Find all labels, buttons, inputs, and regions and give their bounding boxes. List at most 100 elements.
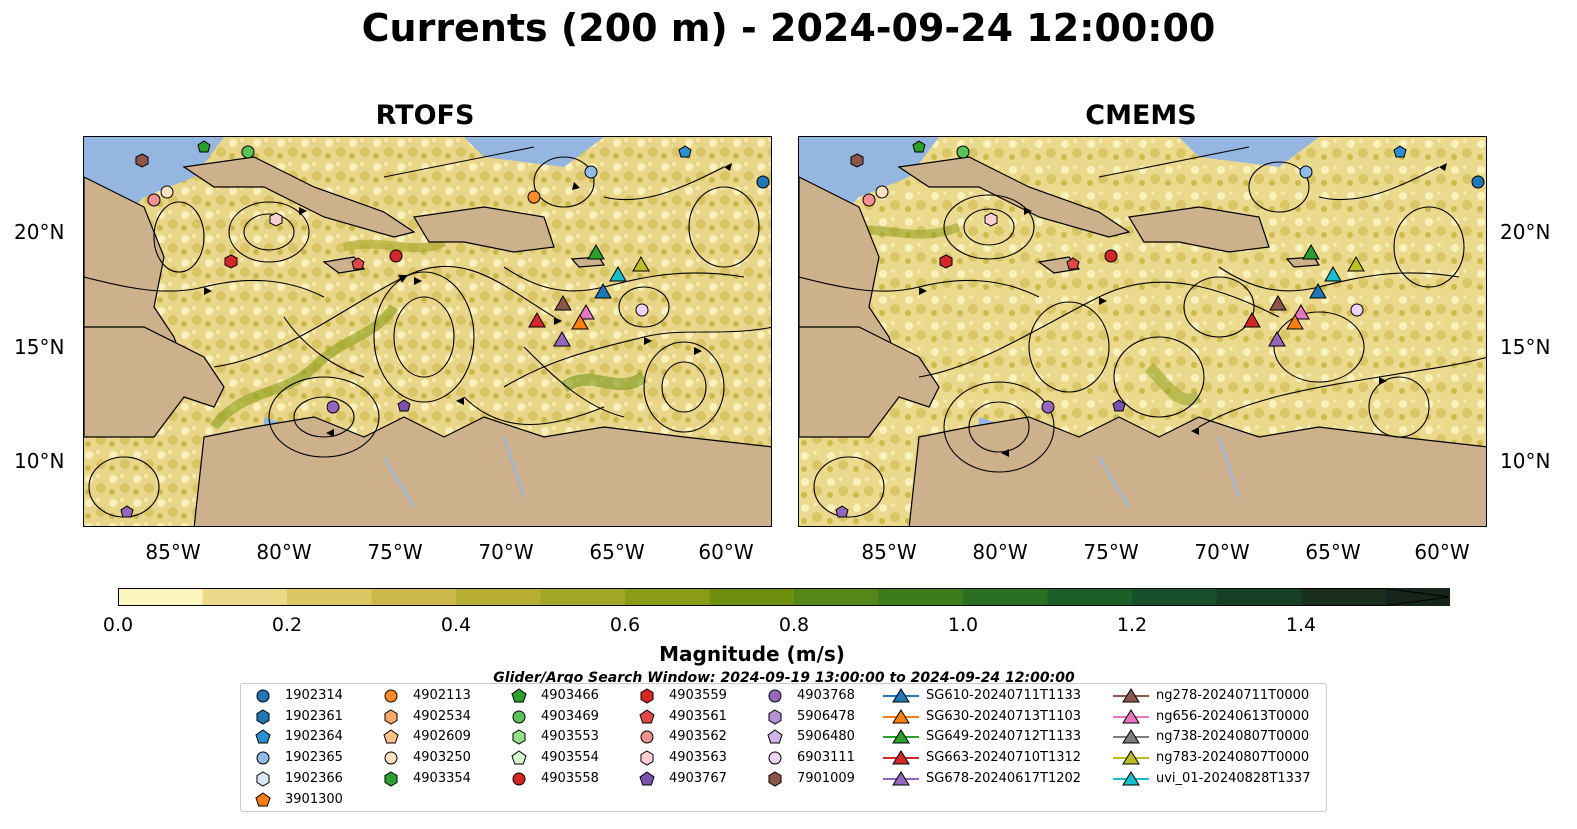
- marker-4903559[interactable]: [939, 254, 953, 269]
- rtofs-map[interactable]: [83, 136, 772, 527]
- circle-marker-icon: [640, 730, 654, 744]
- colorbar-segment: [202, 588, 288, 606]
- current-band: [342, 237, 447, 253]
- marker-SG663[interactable]: [1243, 311, 1261, 328]
- marker-4903469[interactable]: [956, 145, 970, 159]
- legend-label: 4903767: [669, 770, 727, 786]
- legend-label: 1902361: [285, 708, 343, 724]
- legend-label: 4903558: [541, 770, 599, 786]
- lat-label-right: 15°N: [1500, 335, 1551, 359]
- colorbar-segment: [963, 588, 1048, 606]
- marker-4903469[interactable]: [241, 145, 255, 159]
- circle-marker-icon: [512, 710, 526, 724]
- marker-1902364[interactable]: [678, 145, 692, 158]
- marker-SG649[interactable]: [1302, 243, 1320, 260]
- lon-label: 65°W: [1305, 540, 1361, 564]
- marker-4903250[interactable]: [160, 185, 174, 199]
- pentagon-marker-icon: [255, 729, 271, 744]
- legend-label: 4903561: [669, 708, 727, 724]
- marker-4903563[interactable]: [984, 212, 998, 227]
- cmems-map-canvas: [799, 137, 1486, 526]
- river: [383, 436, 525, 508]
- panel-title-rtofs: RTOFS: [375, 100, 475, 131]
- marker-ng278[interactable]: [554, 294, 572, 311]
- marker-7901009[interactable]: [135, 153, 149, 168]
- triangle-marker-icon: [883, 708, 919, 724]
- marker-SG678[interactable]: [553, 330, 571, 347]
- marker-SG649[interactable]: [587, 243, 605, 260]
- circle-marker-icon: [256, 689, 270, 703]
- pentagon-marker-icon: [639, 771, 655, 786]
- marker-ng783[interactable]: [632, 255, 650, 272]
- marker-uvi01[interactable]: [609, 265, 627, 282]
- rtofs-markers: [120, 140, 770, 518]
- marker-SG630[interactable]: [1286, 313, 1304, 330]
- lon-label: 70°W: [1194, 540, 1250, 564]
- marker-SG678[interactable]: [1268, 330, 1286, 347]
- marker-4903561[interactable]: [1066, 257, 1080, 270]
- marker-SG630[interactable]: [571, 313, 589, 330]
- marker-4903768[interactable]: [326, 400, 340, 414]
- legend-label: ng783-20240807T0000: [1156, 750, 1310, 766]
- marker-4903558[interactable]: [389, 249, 403, 263]
- colorbar-segment: [456, 588, 541, 606]
- legend-label: 4903250: [413, 750, 471, 766]
- colorbar-tick: 1.4: [1285, 614, 1317, 636]
- marker-4903562[interactable]: [862, 193, 876, 207]
- marker-uvi01[interactable]: [1324, 265, 1342, 282]
- legend-label: 4903553: [541, 729, 599, 745]
- shallow-water: [1179, 137, 1319, 167]
- marker-ng783[interactable]: [1347, 255, 1365, 272]
- marker-6903111[interactable]: [635, 303, 649, 317]
- marker-5906478[interactable]: [120, 505, 134, 518]
- marker-4903250[interactable]: [875, 185, 889, 199]
- marker-4903559[interactable]: [224, 254, 238, 269]
- lat-label-left: 20°N: [14, 220, 65, 244]
- marker-6903111[interactable]: [1350, 303, 1364, 317]
- marker-4903767[interactable]: [397, 399, 411, 412]
- central-america-land: [84, 326, 225, 438]
- streamlines: [799, 146, 1486, 518]
- marker-4903466[interactable]: [912, 140, 926, 153]
- marker-1902314[interactable]: [1471, 175, 1485, 189]
- legend-label: 1902365: [285, 750, 343, 766]
- marker-1902365[interactable]: [1299, 165, 1313, 179]
- pentagon-marker-icon: [767, 729, 783, 744]
- marker-ng656[interactable]: [1292, 303, 1310, 320]
- marker-4903768[interactable]: [1041, 400, 1055, 414]
- marker-4903767[interactable]: [1112, 399, 1126, 412]
- marker-SG610[interactable]: [594, 282, 612, 299]
- cmems-map[interactable]: [798, 136, 1487, 527]
- legend-label: SG630-20240713T1103: [926, 708, 1082, 724]
- marker-4902113[interactable]: [527, 190, 541, 204]
- triangle-marker-icon: [883, 770, 919, 786]
- streamlines: [84, 146, 771, 518]
- triangle-marker-icon: [883, 688, 919, 703]
- marker-1902364[interactable]: [1393, 145, 1407, 158]
- marker-SG610[interactable]: [1309, 282, 1327, 299]
- legend-label: 4903466: [541, 688, 599, 703]
- marker-ng278[interactable]: [1269, 294, 1287, 311]
- marker-4903561[interactable]: [351, 257, 365, 270]
- streamline-arrows: [204, 163, 732, 437]
- marker-4903558[interactable]: [1104, 249, 1118, 263]
- hexagon-marker-icon: [256, 709, 270, 725]
- marker-1902365[interactable]: [584, 165, 598, 179]
- legend-label: SG663-20240710T1312: [926, 750, 1082, 766]
- legend-label: 6903111: [797, 750, 855, 766]
- cmems-markers: [835, 140, 1485, 518]
- marker-ng656[interactable]: [577, 303, 595, 320]
- marker-SG663[interactable]: [528, 311, 546, 328]
- triangle-marker-icon: [1113, 729, 1149, 744]
- legend-label: 1902314: [285, 688, 343, 703]
- marker-4903562[interactable]: [147, 193, 161, 207]
- marker-5906478[interactable]: [835, 505, 849, 518]
- marker-1902314[interactable]: [756, 175, 770, 189]
- colorbar-segment: [709, 588, 795, 606]
- marker-7901009[interactable]: [850, 153, 864, 168]
- marker-4903563[interactable]: [269, 212, 283, 227]
- lon-label: 60°W: [1414, 540, 1470, 564]
- pentagon-marker-icon: [255, 791, 271, 806]
- marker-4903466[interactable]: [197, 140, 211, 153]
- legend-label: 4903354: [413, 770, 471, 786]
